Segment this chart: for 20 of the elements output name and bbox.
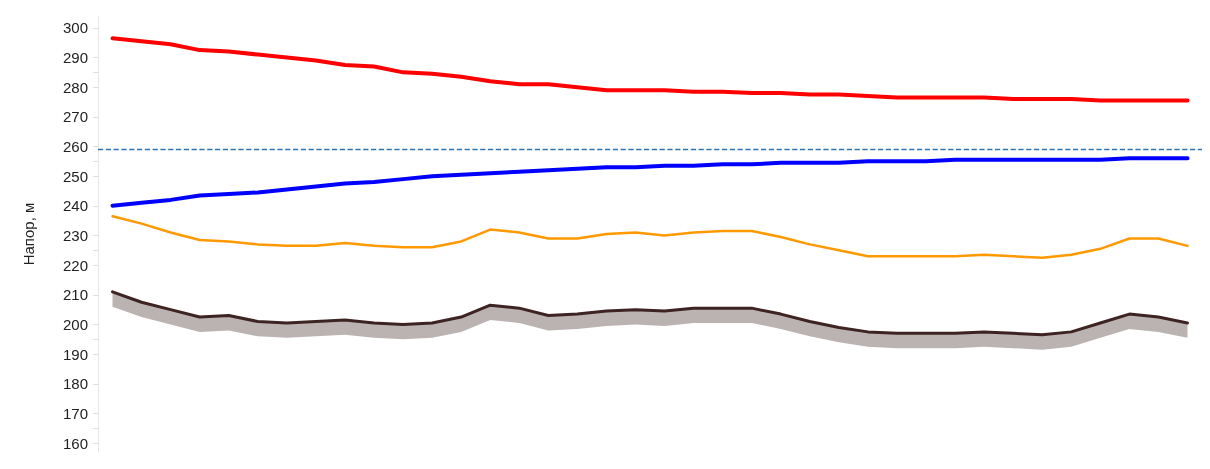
y-tick-label: 280 bbox=[62, 78, 88, 96]
line-series bbox=[110, 36, 1190, 103]
y-tick-label: 240 bbox=[62, 197, 88, 215]
y-tick-label: 300 bbox=[62, 19, 88, 37]
y-tick-label: 160 bbox=[62, 434, 88, 452]
y-tick-label: 220 bbox=[62, 256, 88, 274]
y-axis-title: Напор, м bbox=[20, 202, 37, 266]
y-tick-label: 200 bbox=[62, 315, 88, 333]
y-tick-label: 230 bbox=[62, 226, 88, 244]
line-series bbox=[110, 156, 1190, 208]
y-tick-label: 250 bbox=[62, 167, 88, 185]
y-tick-label: 260 bbox=[62, 138, 88, 155]
line-series bbox=[111, 290, 1189, 337]
y-tick-label: 270 bbox=[62, 108, 88, 126]
line-series bbox=[111, 214, 1189, 259]
y-tick-label: 210 bbox=[62, 286, 88, 304]
y-tick-label: 170 bbox=[62, 404, 88, 422]
y-tick-label: 290 bbox=[62, 49, 88, 67]
y-tick-label: 180 bbox=[62, 375, 88, 393]
y-tick-label: 190 bbox=[62, 345, 88, 363]
